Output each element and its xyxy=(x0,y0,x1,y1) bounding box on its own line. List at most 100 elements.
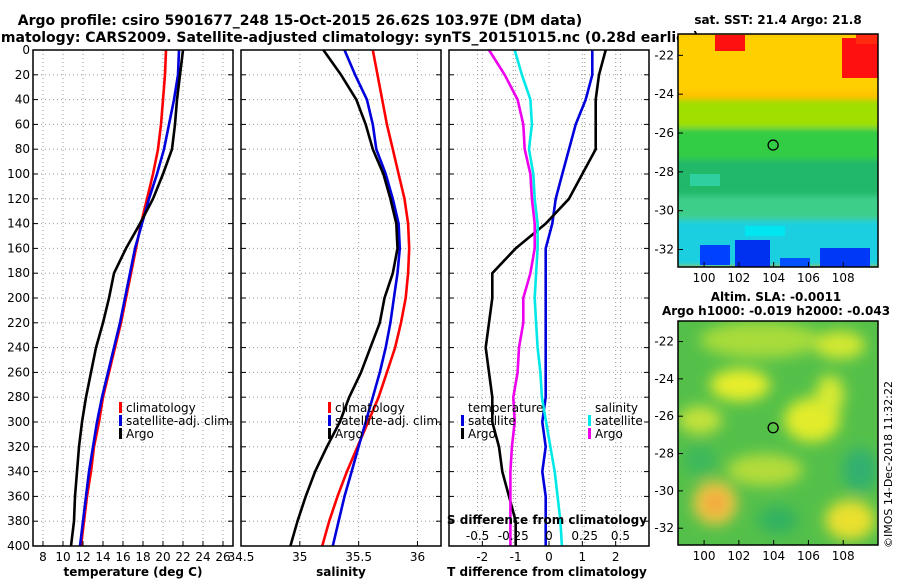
s-tick-label: -0.5 xyxy=(466,529,489,543)
imos-credit: ©IMOS 14-Dec-2018 11:32:22 xyxy=(882,381,895,548)
lat-tick-label: -26 xyxy=(654,126,674,140)
lat-tick-label: -32 xyxy=(654,243,674,257)
depth-tick-label: 220 xyxy=(7,316,30,330)
depth-tick-label: 140 xyxy=(7,217,30,231)
lon-tick-label: 104 xyxy=(762,271,785,285)
difference-x-ticks: -2 -1 0 1 2 xyxy=(476,541,619,564)
lat-tick-label: -30 xyxy=(654,484,674,498)
difference-lines xyxy=(484,49,607,547)
legend-climatology: climatology xyxy=(126,401,196,415)
x-tick-label: 14 xyxy=(95,550,110,564)
x-tick-label: 34.5 xyxy=(228,550,255,564)
difference-s-xlabel: S difference from climatology xyxy=(447,513,647,527)
depth-tick-label: 20 xyxy=(15,68,30,82)
lat-tick-label: -30 xyxy=(654,204,674,218)
lat-tick-label: -32 xyxy=(654,521,674,535)
lon-tick-label: 102 xyxy=(727,549,750,563)
legend-swatch-argo xyxy=(119,428,122,439)
legend-swatch-t-satellite xyxy=(461,415,464,426)
series-line-argo xyxy=(69,49,185,547)
sla-map-title-2: Argo h1000: -0.019 h2000: -0.043 xyxy=(662,304,890,318)
sst-map: sat. SST: 21.4 Argo: 21.8 100 102 104 106 xyxy=(654,13,879,285)
depth-tick-label: 120 xyxy=(7,192,30,206)
difference-depth-ticks xyxy=(449,49,649,547)
difference-legend: temperature satellite Argo salinity sate… xyxy=(461,401,643,441)
lon-tick-label: 102 xyxy=(727,271,750,285)
legend-s-argo: Argo xyxy=(595,427,623,441)
x-tick-label: 22 xyxy=(175,550,190,564)
argo-location-marker xyxy=(767,139,779,151)
legend-salinity-title: salinity xyxy=(595,401,638,415)
series-line-argo xyxy=(289,49,399,547)
temperature-xlabel: temperature (deg C) xyxy=(64,565,203,579)
temperature-panel: 0 20 40 60 80 100 120 140 160 180 200 220 240 260 280 3… xyxy=(7,43,234,579)
x-tick-label: 26 xyxy=(215,550,230,564)
depth-tick-label: 100 xyxy=(7,167,30,181)
x-tick-label: 10 xyxy=(55,550,70,564)
difference-grid xyxy=(449,49,649,547)
x-tick-label: 1 xyxy=(579,550,587,564)
x-tick-label: -1 xyxy=(510,550,522,564)
depth-tick-label: 240 xyxy=(7,341,30,355)
legend-t-satellite: satellite xyxy=(468,414,516,428)
salinity-x-ticks: 34.5 35 35.5 36 xyxy=(228,541,425,564)
series-line-climatology xyxy=(320,49,411,547)
depth-tick-label: 40 xyxy=(15,93,30,107)
legend-swatch-argo xyxy=(328,428,331,439)
legend-temperature-title: temperature xyxy=(468,401,543,415)
depth-tick-label: 400 xyxy=(7,539,30,553)
s-tick-label: 0.5 xyxy=(611,529,630,543)
depth-tick-label: 80 xyxy=(15,142,30,156)
depth-tick-label: 160 xyxy=(7,241,30,255)
legend-argo: Argo xyxy=(335,427,363,441)
depth-tick-label: 60 xyxy=(15,117,30,131)
series-line-temperature-argo xyxy=(484,49,607,546)
x-tick-label: 16 xyxy=(115,550,130,564)
x-tick-label: 20 xyxy=(155,550,170,564)
legend-swatch-satellite xyxy=(119,415,122,426)
legend-swatch-s-argo xyxy=(588,428,591,439)
difference-panel: -2 -1 0 1 2 -0.5 -0.25 0 0.25 0.5 S difference f… xyxy=(447,49,650,579)
x-tick-label: 35 xyxy=(292,550,307,564)
lon-tick-label: 100 xyxy=(693,271,716,285)
depth-tick-label: 180 xyxy=(7,266,30,280)
legend-s-satellite: satellite xyxy=(595,414,643,428)
lat-tick-label: -22 xyxy=(654,335,674,349)
salinity-legend: climatology satellite-adj. clim. Argo xyxy=(328,401,442,441)
series-line-satellite-adj-clim- xyxy=(331,49,402,547)
lat-tick-label: -24 xyxy=(654,87,674,101)
sst-field xyxy=(678,34,878,267)
x-tick-label: 18 xyxy=(135,550,150,564)
salinity-panel: 34.5 35 35.5 36 salinity climatology satell… xyxy=(228,49,442,579)
s-tick-label: -0.25 xyxy=(498,529,529,543)
x-tick-label: 8 xyxy=(39,550,47,564)
series-line-temperature-satellite xyxy=(540,50,594,546)
depth-tick-label: 260 xyxy=(7,365,30,379)
series-line-salinity-argo xyxy=(487,49,537,546)
depth-tick-label: 360 xyxy=(7,489,30,503)
temperature-x-ticks: 8 10 12 14 16 18 20 22 24 26 xyxy=(39,541,231,564)
sst-axis-ticks: 100 102 104 106 108 -22 -24 -26 -28 -30 -32 xyxy=(654,48,854,285)
sla-axis-ticks: 100 102 104 106 108 -22 -24 -26 -28 -30 -32 xyxy=(654,335,854,563)
legend-swatch-climatology xyxy=(328,402,331,413)
argo-location-marker xyxy=(767,422,779,434)
legend-swatch-t-argo xyxy=(461,428,464,439)
lat-tick-label: -24 xyxy=(654,372,674,386)
lat-tick-label: -22 xyxy=(654,48,674,62)
legend-satellite-adj: satellite-adj. clim. xyxy=(126,414,233,428)
depth-tick-label: 320 xyxy=(7,440,30,454)
lon-tick-label: 100 xyxy=(693,549,716,563)
salinity-grid xyxy=(240,49,441,547)
x-tick-label: -2 xyxy=(476,550,488,564)
legend-swatch-satellite xyxy=(328,415,331,426)
x-tick-label: 24 xyxy=(195,550,210,564)
lon-tick-label: 108 xyxy=(832,271,855,285)
s-tick-label: 0.25 xyxy=(571,529,598,543)
legend-swatch-s-satellite xyxy=(588,415,591,426)
title-line-2: Climatology: CARS2009. Satellite-adjuste… xyxy=(0,30,699,46)
salinity-xlabel: salinity xyxy=(316,565,366,579)
lat-tick-label: -28 xyxy=(654,447,674,461)
sla-field xyxy=(678,321,878,545)
lon-tick-label: 106 xyxy=(797,549,820,563)
legend-climatology: climatology xyxy=(335,401,405,415)
